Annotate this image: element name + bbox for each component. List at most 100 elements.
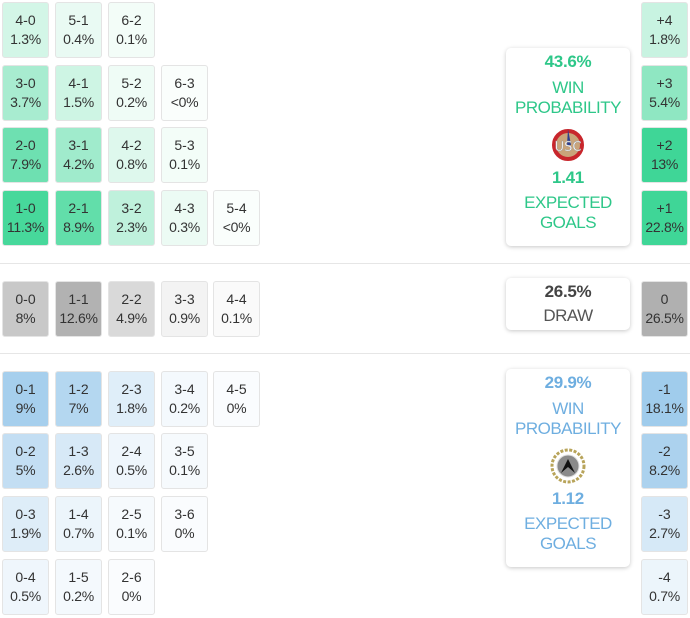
score-label: 4-2: [121, 137, 142, 153]
home-score-cell: 1-0 11.3%: [2, 190, 49, 246]
home-score-cell: 6-2 0.1%: [108, 2, 155, 58]
score-label: 5-2: [121, 75, 142, 91]
away-score-cell: 3-5 0.1%: [161, 433, 208, 489]
score-probability: 9%: [15, 400, 36, 416]
home-score-cell: 4-0 1.3%: [2, 2, 49, 58]
away-win-probability: 29.9%: [544, 373, 592, 392]
score-label: 2-5: [121, 506, 142, 522]
home-score-cell: 5-3 0.1%: [161, 127, 208, 183]
away-score-cell: 3-6 0%: [161, 496, 208, 552]
away-score-cell: 2-6 0%: [108, 559, 155, 615]
score-label: +1: [656, 200, 673, 216]
score-label: -1: [658, 381, 671, 397]
score-probability: 0%: [121, 588, 142, 604]
score-probability: 0.1%: [221, 310, 252, 326]
score-probability: 4.2%: [63, 156, 94, 172]
home-score-cell: 5-1 0.4%: [55, 2, 102, 58]
away-score-cell: 1-2 7%: [55, 371, 102, 427]
svg-text:USC: USC: [555, 140, 582, 155]
score-probability: 1.3%: [10, 31, 41, 47]
home-margin-cell: +1 22.8%: [641, 190, 688, 246]
score-label: 1-4: [68, 506, 89, 522]
away-margin-cell: -2 8.2%: [641, 433, 688, 489]
home-score-cell: 4-3 0.3%: [161, 190, 208, 246]
score-probability: 0.5%: [116, 462, 147, 478]
score-probability: 8.2%: [649, 462, 680, 478]
score-label: -2: [658, 443, 671, 459]
home-score-cell: 5-2 0.2%: [108, 65, 155, 121]
home-score-cell: 6-3 <0%: [161, 65, 208, 121]
score-label: 2-1: [68, 200, 89, 216]
score-probability: 0.7%: [649, 588, 680, 604]
home-score-cell: 2-1 8.9%: [55, 190, 102, 246]
score-probability: 0.1%: [169, 462, 200, 478]
score-probability: 7%: [68, 400, 89, 416]
score-label: -4: [658, 569, 671, 585]
home-margin-cell: +4 1.8%: [641, 2, 688, 58]
score-label: 0-3: [15, 506, 36, 522]
score-probability: 0.2%: [116, 94, 147, 110]
score-probability: 1.5%: [63, 94, 94, 110]
score-probability: 0.8%: [116, 156, 147, 172]
score-probability: 0.4%: [63, 31, 94, 47]
away-score-cell: 0-3 1.9%: [2, 496, 49, 552]
draw-card: 26.5% DRAW: [506, 278, 630, 330]
score-label: -3: [658, 506, 671, 522]
home-win-card: 43.6% WIN PROBABILITY USC 1.41 EXPECTED GO…: [506, 48, 630, 246]
away-score-cell: 0-4 0.5%: [2, 559, 49, 615]
score-probability: 3.7%: [10, 94, 41, 110]
draw-score-cell: 1-1 12.6%: [55, 281, 102, 337]
home-win-label: WIN PROBABILITY: [515, 78, 621, 117]
score-label: 5-3: [174, 137, 195, 153]
draw-score-cell: 2-2 4.9%: [108, 281, 155, 337]
home-score-cell: 2-0 7.9%: [2, 127, 49, 183]
home-expected-goals: 1.41: [552, 168, 584, 187]
home-margin-cell: +2 13%: [641, 127, 688, 183]
score-label: 3-4: [174, 381, 195, 397]
away-expected-goals: 1.12: [552, 489, 584, 508]
score-probability: 4.9%: [116, 310, 147, 326]
score-label: 1-1: [68, 291, 89, 307]
score-label: +3: [656, 75, 673, 91]
score-probability: 22.8%: [645, 219, 684, 235]
score-probability: 0.3%: [169, 219, 200, 235]
away-score-cell: 1-3 2.6%: [55, 433, 102, 489]
score-probability: 13%: [650, 156, 679, 172]
home-score-cell: 3-1 4.2%: [55, 127, 102, 183]
away-xg-label: EXPECTED GOALS: [524, 514, 612, 553]
score-label: 4-1: [68, 75, 89, 91]
score-probability: 7.9%: [10, 156, 41, 172]
away-score-cell: 2-3 1.8%: [108, 371, 155, 427]
draw-label: DRAW: [543, 306, 593, 325]
score-label: +4: [656, 12, 673, 28]
score-label: 2-0: [15, 137, 36, 153]
score-probability: <0%: [222, 219, 251, 235]
away-win-label: WIN PROBABILITY: [515, 399, 621, 438]
score-label: 5-1: [68, 12, 89, 28]
score-probability: 5%: [15, 462, 36, 478]
score-label: 2-6: [121, 569, 142, 585]
score-label: 1-5: [68, 569, 89, 585]
home-margin-cell: +3 5.4%: [641, 65, 688, 121]
score-label: 0-0: [15, 291, 36, 307]
score-label: 6-3: [174, 75, 195, 91]
score-probability: 26.5%: [645, 310, 684, 326]
draw-score-cell: 3-3 0.9%: [161, 281, 208, 337]
score-label: 3-6: [174, 506, 195, 522]
score-label: 3-0: [15, 75, 36, 91]
score-probability: 0.2%: [169, 400, 200, 416]
home-xg-label: EXPECTED GOALS: [524, 193, 612, 232]
score-label: 0-4: [15, 569, 36, 585]
away-score-cell: 2-4 0.5%: [108, 433, 155, 489]
draw-probability: 26.5%: [544, 282, 592, 301]
away-margin-cell: -3 2.7%: [641, 496, 688, 552]
away-margin-cell: -1 18.1%: [641, 371, 688, 427]
home-score-cell: 3-2 2.3%: [108, 190, 155, 246]
home-score-cell: 3-0 3.7%: [2, 65, 49, 121]
score-label: 6-2: [121, 12, 142, 28]
away-score-cell: 0-2 5%: [2, 433, 49, 489]
score-probability: 5.4%: [649, 94, 680, 110]
score-probability: 1.8%: [116, 400, 147, 416]
score-label: 4-4: [226, 291, 247, 307]
score-probability: 2.3%: [116, 219, 147, 235]
